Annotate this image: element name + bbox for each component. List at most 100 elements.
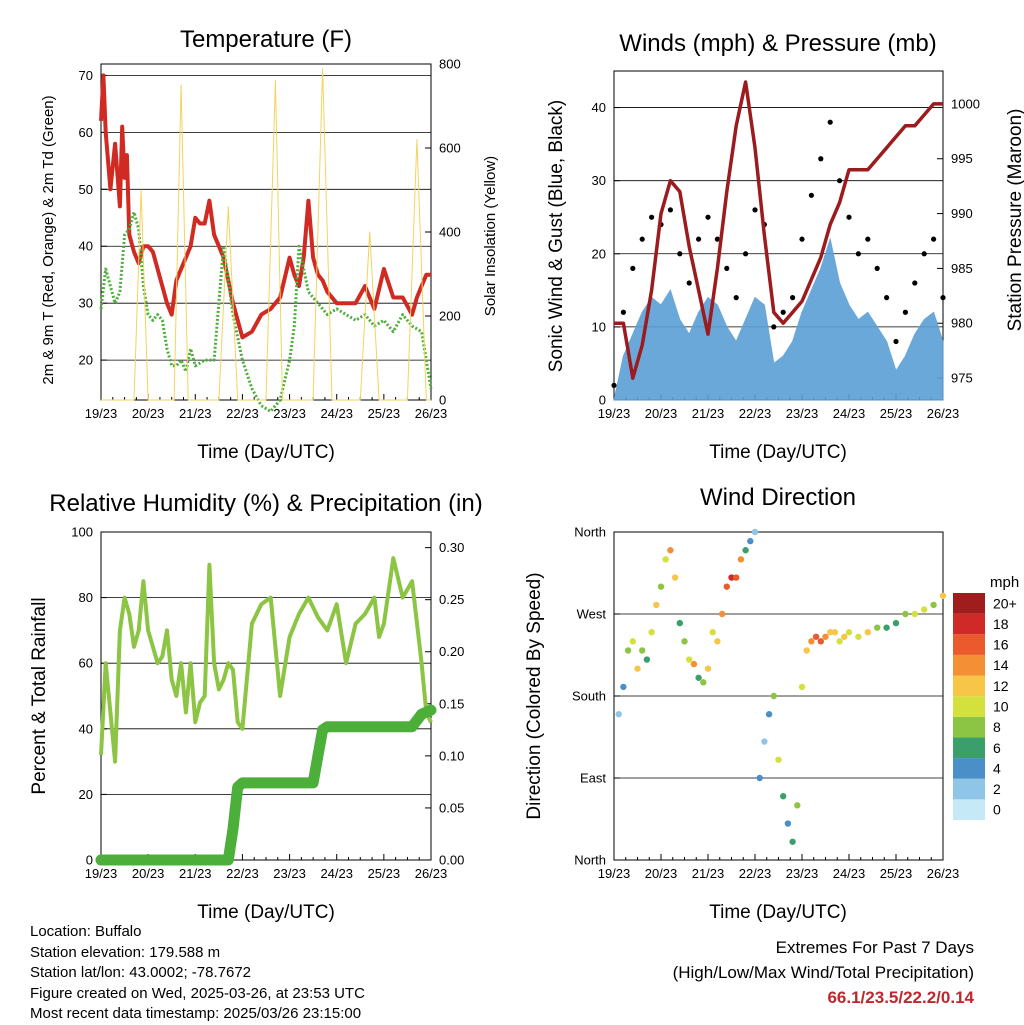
station-latlon: Station lat/lon: 43.0002; -78.7672 (30, 964, 252, 981)
colorbar-swatch (953, 737, 985, 759)
humidity-xlabel: Time (Day/UTC) (197, 902, 335, 923)
direction-point (676, 619, 683, 627)
humidity-rh-line (99, 556, 433, 764)
winds-ytick-label: 0 (599, 393, 606, 408)
colorbar-swatch (953, 675, 985, 697)
colorbar-label: 8 (993, 719, 1001, 735)
colorbar-label: 0 (993, 802, 1001, 818)
direction-point (728, 574, 735, 581)
direction-plot: 19/23 20/23 21/23 22/23 23/23 24/23 25/23 26/23… (572, 525, 1017, 882)
winds-gust-point (837, 178, 843, 184)
winds-gust-point (724, 265, 730, 271)
direction-point (827, 629, 834, 636)
direction-point (709, 629, 716, 636)
colorbar-swatch (953, 778, 985, 800)
direction-point (671, 574, 679, 581)
winds-gust-point (799, 236, 805, 242)
direction-point (639, 647, 646, 654)
direction-point (817, 638, 824, 645)
direction-point (667, 547, 674, 554)
direction-point (629, 638, 636, 645)
humidity-y2tick-label: 0.10 (439, 748, 464, 763)
direction-ytick-label: South (572, 689, 606, 704)
colorbar-swatch (953, 613, 985, 635)
humidity-ytick-label: 60 (79, 656, 93, 671)
winds-gust-point (743, 251, 749, 257)
colorbar-title: mph (990, 574, 1019, 591)
winds-title: Winds (mph) & Pressure (mb) (619, 30, 936, 57)
winds-xtick-label: 19/23 (598, 406, 631, 421)
temperature-plot: 19/23 20/23 21/23 22/23 23/23 24/23 25/23 26/23… (79, 57, 461, 422)
colorbar: 0 2 4 6 8 10 12 14 16 18 20+ (953, 593, 1017, 820)
humidity-ylabel: Percent & Total Rainfall (29, 597, 50, 794)
temperature-y2tick-label: 200 (439, 309, 461, 324)
humidity-y2tick-label: 0.25 (439, 592, 464, 607)
humidity-precip-line (95, 704, 437, 866)
direction-xtick-label: 22/23 (739, 866, 772, 881)
temperature-xtick-label: 20/23 (132, 406, 165, 421)
direction-point (892, 619, 900, 627)
extremes-values: 66.1/23.5/22.2/0.14 (827, 988, 974, 1007)
direction-point (775, 756, 782, 763)
direction-point (756, 774, 763, 782)
direction-xtick-label: 24/23 (833, 866, 866, 881)
direction-point (930, 601, 937, 609)
direction-point (653, 601, 660, 609)
temperature-series-line (99, 73, 431, 340)
direction-point (812, 633, 820, 640)
direction-point (921, 606, 928, 613)
winds-gust-point (696, 236, 702, 242)
temperature-series-line (101, 67, 431, 401)
station-info: Location: Buffalo Station elevation: 179… (30, 922, 365, 1025)
direction-point (662, 556, 669, 563)
direction-point (690, 660, 698, 668)
winds-gust-point (639, 236, 645, 242)
colorbar-label: 4 (993, 760, 1001, 776)
direction-xtick-label: 26/23 (927, 866, 960, 881)
temperature-ytick-label: 40 (79, 239, 93, 254)
direction-xlabel: Time (Day/UTC) (709, 902, 847, 923)
winds-gust-point (940, 295, 946, 301)
colorbar-label: 18 (993, 616, 1009, 632)
humidity-ytick-label: 20 (79, 787, 93, 802)
winds-gust-point (780, 309, 786, 315)
temperature-ytick-label: 50 (79, 182, 93, 197)
extremes-subtitle: (High/Low/Max Wind/Total Precipitation) (672, 963, 974, 982)
direction-point (883, 624, 890, 631)
winds-xtick-label: 25/23 (880, 406, 913, 421)
direction-point (657, 583, 665, 590)
temperature-y2label: Solar Insolation (Yellow) (482, 156, 499, 316)
station-elevation: Station elevation: 179.588 m (30, 943, 221, 961)
winds-gust-point (630, 265, 636, 271)
temperature-xtick-label: 23/23 (273, 406, 306, 421)
direction-point (686, 656, 693, 663)
winds-ytick-label: 10 (592, 319, 606, 334)
direction-point (845, 629, 853, 636)
direction-point (620, 683, 627, 691)
humidity-ytick-label: 80 (79, 590, 93, 605)
direction-point (822, 633, 829, 640)
direction-point (643, 656, 651, 663)
temperature-y2tick-label: 0 (439, 393, 446, 408)
winds-xtick-label: 24/23 (833, 406, 866, 421)
direction-xtick-label: 19/23 (598, 866, 631, 881)
colorbar-label: 6 (993, 740, 1001, 756)
colorbar-label: 10 (993, 699, 1009, 715)
humidity-xtick-label: 25/23 (368, 866, 401, 881)
direction-point (747, 537, 754, 545)
direction-title: Wind Direction (700, 484, 856, 511)
humidity-ytick-label: 0 (86, 853, 93, 868)
direction-xtick-label: 20/23 (645, 866, 678, 881)
colorbar-swatch (953, 716, 985, 738)
winds-gust-point (865, 236, 871, 242)
winds-gust-point (677, 251, 683, 257)
direction-point (784, 820, 792, 827)
winds-y2tick-label: 1000 (951, 96, 980, 111)
winds-gust-point (620, 309, 627, 315)
direction-point (902, 610, 909, 618)
direction-point (718, 610, 726, 618)
direction-point (723, 583, 730, 590)
winds-xtick-label: 23/23 (786, 406, 819, 421)
winds-gust-point (686, 280, 692, 286)
